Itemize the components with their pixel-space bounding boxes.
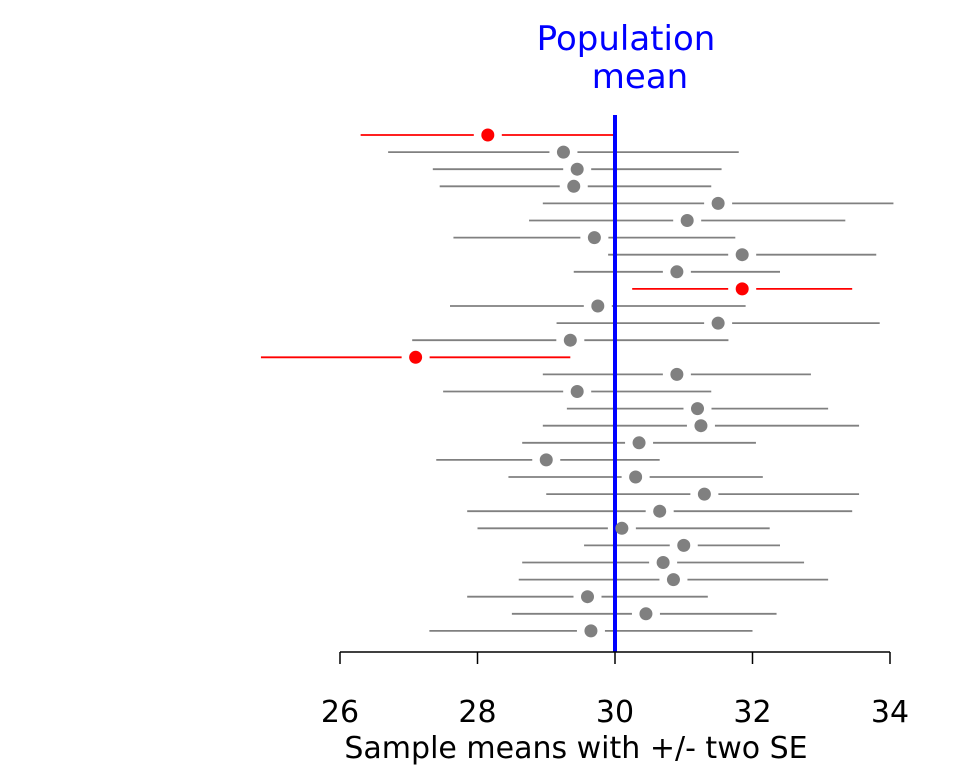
sample-mean-point (735, 282, 749, 296)
x-tick-label: 32 (733, 695, 771, 730)
sample-mean-point (666, 573, 680, 587)
x-axis-title: Sample means with +/- two SE (344, 731, 807, 766)
x-tick-label: 30 (596, 695, 634, 730)
sample-mean-point (711, 316, 725, 330)
sample-mean-point (615, 521, 629, 535)
sample-mean-point (639, 607, 653, 621)
sample-mean-point (735, 248, 749, 262)
point-layer (409, 128, 749, 638)
x-tick-label: 28 (458, 695, 496, 730)
sample-mean-point (539, 453, 553, 467)
sample-mean-point (570, 385, 584, 398)
sample-mean-point (656, 556, 670, 569)
sample-mean-point (697, 487, 711, 501)
sample-mean-point (694, 419, 708, 433)
sample-mean-point (556, 145, 570, 159)
sample-mean-point (567, 179, 581, 193)
sample-mean-point (563, 333, 577, 347)
sample-mean-point (481, 128, 495, 142)
x-tick-label: 26 (321, 695, 359, 730)
sample-mean-point (711, 196, 725, 210)
sample-mean-point (670, 265, 684, 279)
sample-mean-point (677, 538, 691, 552)
x-axis: 26 28 30 32 34 (321, 651, 909, 730)
sample-mean-point (680, 214, 694, 227)
sample-mean-point (584, 624, 598, 638)
x-tick-label: 34 (871, 695, 909, 730)
sample-mean-point (587, 231, 601, 245)
sample-mean-point (629, 470, 643, 484)
population-mean-label-line-2: mean (592, 57, 688, 97)
sample-mean-point (570, 162, 584, 176)
sample-mean-point (653, 504, 667, 518)
interval-layer (260, 134, 894, 632)
sample-mean-point (670, 367, 684, 381)
sample-mean-point (581, 590, 594, 604)
sample-mean-point (632, 436, 646, 450)
sample-mean-point (409, 350, 423, 364)
sample-mean-point (691, 402, 704, 416)
population-mean-label-line-1: Population (537, 19, 716, 59)
sample-mean-point (591, 299, 605, 313)
